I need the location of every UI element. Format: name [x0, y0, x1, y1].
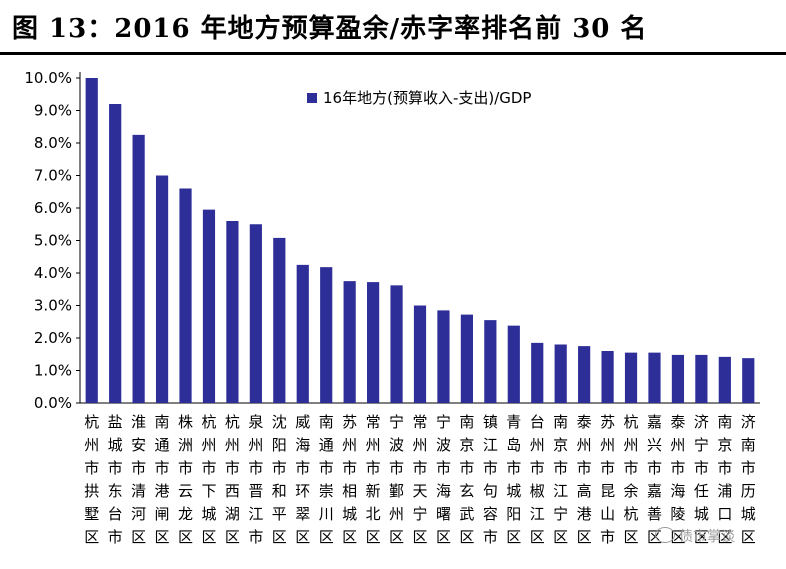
bar: [648, 352, 661, 403]
y-tick-label: 4.0%: [34, 264, 72, 282]
x-tick-label: 泰州市高港区: [577, 413, 592, 546]
y-tick-label: 1.0%: [34, 362, 72, 380]
wechat-icon: [655, 527, 675, 543]
y-tick-label: 2.0%: [34, 329, 72, 347]
watermark-text: 债市掌谈: [679, 529, 735, 545]
bar: [484, 320, 497, 403]
bar: [718, 356, 731, 403]
x-tick-label: 杭州市余杭区: [624, 413, 639, 546]
legend-label: 16年地方(预算收入-支出)/GDP: [323, 89, 531, 107]
x-tick-label: 南京市浦口区: [717, 413, 732, 546]
x-tick-label: 苏州市昆山市: [600, 413, 615, 546]
x-tick-label: 杭州市下城区: [201, 413, 216, 546]
x-tick-label: 常州市天宁区: [412, 413, 427, 546]
x-tick-label: 镇江市句容市: [483, 413, 498, 546]
title-divider: [0, 52, 786, 55]
y-axis-ticks: 0.0% 1.0% 2.0% 3.0% 4.0% 5.0% 6.0% 7.0% 8.0% 9.0%…: [24, 69, 80, 412]
bar: [578, 346, 591, 403]
bar: [507, 325, 520, 403]
x-axis-categories: 杭州市拱墅区盐城市东台市淮安市清河区南通市港闸区株洲市云龙区杭州市下城区杭州市西…: [84, 413, 756, 546]
x-tick-label: 泰州市海陵区: [670, 413, 685, 546]
bar: [671, 354, 685, 403]
legend-swatch: [307, 93, 317, 103]
watermark: 债市掌谈: [655, 526, 735, 546]
x-tick-label: 南通市崇川区: [319, 413, 334, 546]
x-tick-label: 泉州市晋江市: [248, 413, 263, 546]
bar: [202, 209, 216, 403]
bar: [460, 314, 473, 403]
bar: [273, 237, 286, 403]
bar: [390, 285, 403, 403]
x-tick-label: 威海市环翠区: [295, 413, 310, 546]
x-tick-label: 杭州市西湖区: [225, 413, 240, 546]
x-tick-label: 淮安市清河区: [131, 413, 146, 546]
y-tick-label: 9.0%: [34, 102, 72, 120]
bar: [109, 104, 122, 403]
bar: [320, 267, 333, 403]
bar: [132, 134, 145, 403]
y-tick-label: 8.0%: [34, 134, 72, 152]
x-tick-label: 台州市椒江区: [530, 413, 545, 546]
x-tick-label: 嘉兴市嘉善区: [647, 413, 662, 546]
x-tick-label: 苏州市相城区: [342, 413, 357, 546]
bar: [554, 344, 567, 403]
x-tick-label: 杭州市拱墅区: [84, 413, 99, 546]
y-tick-label: 3.0%: [34, 297, 72, 315]
bar: [343, 281, 356, 403]
y-tick-label: 7.0%: [34, 167, 72, 185]
bar: [624, 352, 638, 403]
x-tick-label: 南通市港闸区: [155, 413, 170, 546]
bar: [226, 221, 239, 403]
x-tick-label: 宁波市海曙区: [436, 413, 451, 546]
bar: [531, 342, 544, 403]
bar: [413, 305, 427, 403]
x-tick-label: 南京市江宁区: [553, 413, 568, 546]
x-tick-label: 济宁市任城区: [694, 413, 709, 546]
bars: [85, 78, 755, 403]
x-tick-label: 济南市历城区: [741, 413, 756, 546]
x-tick-label: 株洲市云龙区: [178, 413, 193, 546]
x-tick-label: 沈阳市和平区: [272, 413, 287, 546]
bar: [437, 310, 450, 403]
bar: [85, 78, 98, 403]
x-tick-label: 宁波市鄞州区: [389, 413, 404, 546]
bar: [742, 358, 755, 403]
bar: [155, 175, 169, 403]
bar: [179, 188, 192, 403]
legend: 16年地方(预算收入-支出)/GDP: [307, 89, 531, 107]
y-tick-label: 5.0%: [34, 232, 72, 250]
y-tick-label: 6.0%: [34, 199, 72, 217]
bar: [601, 351, 614, 403]
bar: [695, 354, 708, 403]
y-tick-label: 0.0%: [34, 394, 72, 412]
bar: [249, 224, 262, 403]
x-tick-label: 常州市新北区: [366, 413, 381, 546]
bar: [296, 264, 309, 403]
bar: [367, 282, 380, 403]
y-tick-label: 10.0%: [24, 69, 72, 87]
chart-title: 图 13：2016 年地方预算盈余/赤字率排名前 30 名: [12, 14, 648, 44]
bar-chart: 0.0% 1.0% 2.0% 3.0% 4.0% 5.0% 6.0% 7.0% 8.0% 9.0%…: [24, 69, 760, 546]
x-tick-label: 青岛市城阳区: [506, 413, 521, 546]
x-tick-label: 盐城市东台市: [108, 413, 123, 546]
x-tick-label: 南京市玄武区: [459, 413, 474, 546]
